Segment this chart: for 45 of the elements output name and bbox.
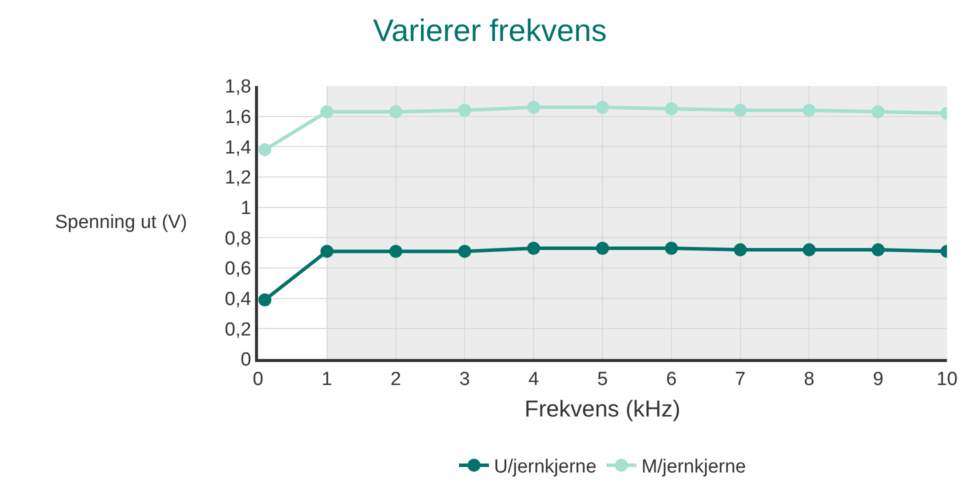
x-tick-label: 3 <box>459 368 470 390</box>
y-tick-label: 1 <box>240 198 252 219</box>
y-tick-label: 0,4 <box>224 288 252 310</box>
point <box>596 100 609 114</box>
point <box>320 244 334 258</box>
y-tick-label: 0,2 <box>224 319 252 340</box>
point <box>872 105 885 118</box>
point <box>527 242 540 255</box>
x-tick-label: 2 <box>390 368 402 390</box>
y-tick-label: 0,8 <box>224 228 252 250</box>
point <box>734 243 747 256</box>
point <box>458 104 472 117</box>
point <box>802 243 816 256</box>
point <box>802 104 816 117</box>
point <box>258 293 272 306</box>
y-axis-title: Spenning ut (V) <box>55 212 188 233</box>
legend-label: U/jernkjerne <box>494 456 596 478</box>
point <box>389 244 402 258</box>
x-tick-label: 6 <box>666 368 677 390</box>
x-tick-label: 9 <box>872 368 884 390</box>
x-tick-label: 1 <box>322 368 332 390</box>
y-tick-label: 1,2 <box>224 168 252 189</box>
x-tick-label: 10 <box>936 368 958 390</box>
y-tick-label: 1,4 <box>224 137 252 158</box>
x-tick-label: 4 <box>528 368 540 390</box>
point <box>664 102 678 116</box>
point <box>320 105 334 118</box>
point <box>458 244 472 258</box>
point <box>664 242 678 255</box>
y-tick-label: 1,8 <box>224 76 252 98</box>
y-tick-label: 0 <box>240 350 252 371</box>
point <box>258 143 272 156</box>
point <box>596 242 609 255</box>
x-tick-label: 7 <box>735 368 746 390</box>
chart-title: Varierer frekvens <box>372 13 607 48</box>
x-tick-label: 5 <box>597 368 608 390</box>
point <box>389 105 402 118</box>
x-axis-title: Frekvens (kHz) <box>524 395 680 422</box>
x-tick-label: 8 <box>804 368 814 390</box>
point <box>734 104 747 117</box>
y-tick-label: 0,6 <box>224 258 252 280</box>
point <box>872 243 885 256</box>
legend-label: M/jernkjerne <box>641 456 746 478</box>
y-tick-label: 1,6 <box>224 106 252 128</box>
point <box>527 100 540 114</box>
